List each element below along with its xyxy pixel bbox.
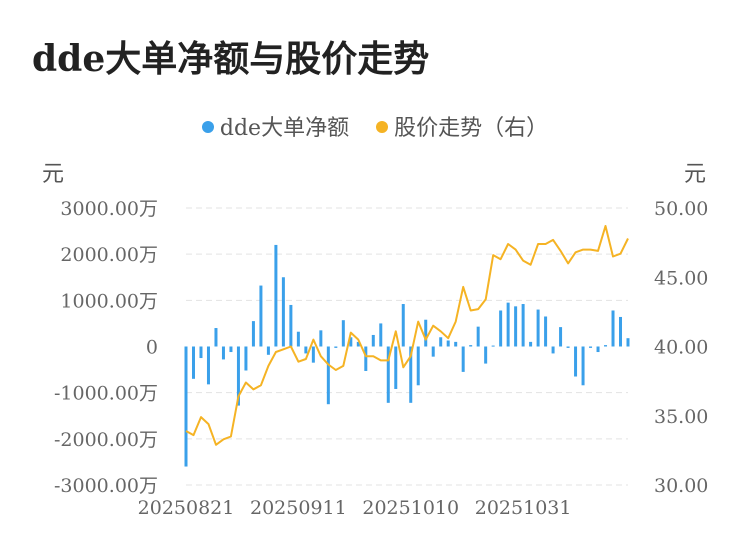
left-tick-label: 3000.00万 [60,198,158,220]
dde-bar[interactable] [611,310,615,347]
dde-bar[interactable] [251,321,255,347]
right-tick-label: 45.00 [654,267,708,289]
dde-bar[interactable] [364,346,368,371]
dde-bar[interactable] [589,346,593,348]
dde-bar[interactable] [566,346,570,348]
grid-lines [186,207,628,486]
bar-series [184,244,630,467]
dde-bar[interactable] [386,346,390,403]
dde-bar[interactable] [454,341,458,347]
dde-bar[interactable] [544,316,548,347]
legend-label-dde: dde大单净额 [219,116,350,141]
dde-bar[interactable] [244,346,248,371]
dde-bar[interactable] [461,346,465,372]
x-tick-label: 20251031 [475,497,572,519]
left-tick-label: 0 [146,337,158,359]
dde-bar[interactable] [184,346,188,467]
x-tick-label: 20250911 [250,497,347,519]
dde-bar[interactable] [214,328,218,347]
dde-bar[interactable] [619,316,623,347]
dde-bar[interactable] [499,310,503,347]
legend-item-dde[interactable]: dde大单净额 [201,110,350,142]
dde-bar[interactable] [506,302,510,347]
dde-bar[interactable] [469,345,473,347]
left-tick-label: -1000.00万 [54,383,158,405]
dde-bar[interactable] [416,346,420,386]
dde-bar[interactable] [409,346,413,403]
line-series [185,225,629,446]
dde-bar[interactable] [596,346,600,353]
dde-bar[interactable] [446,340,450,347]
left-tick-label: -3000.00万 [54,475,158,497]
dde-bar[interactable] [551,346,555,354]
left-tick-label: 2000.00万 [60,244,158,266]
dde-bar[interactable] [476,326,480,347]
dde-bar[interactable] [326,346,330,405]
dde-bar[interactable] [259,285,263,347]
left-axis-unit: 元 [42,162,65,187]
dde-bar[interactable] [401,304,405,347]
dde-bar[interactable] [394,346,398,389]
right-axis-unit: 元 [684,162,707,187]
dde-bar[interactable] [581,346,585,386]
legend-label-price: 股价走势（右） [394,116,549,141]
dde-bar[interactable] [334,346,338,348]
axis-labels: 3000.00万 2000.00万 1000.00万 0 -1000.00万 -2000.… [54,198,708,519]
x-tick-label: 20250821 [138,497,235,519]
dde-bar[interactable] [319,330,323,347]
dde-bar[interactable] [529,341,533,347]
right-tick-label: 50.00 [654,198,708,220]
left-tick-label: -2000.00万 [54,429,158,451]
dde-bar[interactable] [379,323,383,347]
dde-bar[interactable] [356,341,360,347]
right-tick-label: 30.00 [654,475,708,497]
legend-dot-dde [201,121,214,133]
right-tick-label: 40.00 [654,337,708,359]
dde-bar[interactable] [229,346,233,353]
dde-bar[interactable] [289,304,293,347]
dde-bar[interactable] [274,244,278,347]
dde-bar[interactable] [191,346,195,379]
dde-bar[interactable] [439,337,443,347]
dde-bar[interactable] [484,346,488,364]
price-line[interactable] [185,225,629,446]
dde-bar[interactable] [199,346,203,359]
dde-bar[interactable] [311,346,315,363]
dde-bar[interactable] [266,346,270,355]
dde-bar[interactable] [349,337,353,347]
dde-bar[interactable] [574,346,578,377]
dde-bar[interactable] [431,346,435,357]
dde-bar[interactable] [304,346,308,354]
legend-dot-price [376,121,389,133]
dde-bar[interactable] [514,306,518,347]
dde-bar[interactable] [206,346,210,385]
dde-bar[interactable] [424,319,428,347]
dde-bar[interactable] [296,331,300,347]
dde-bar[interactable] [371,334,375,347]
dde-bar[interactable] [559,327,563,347]
legend: dde大单净额 股价走势（右） [0,110,750,142]
left-tick-label: 1000.00万 [60,290,158,312]
dde-bar[interactable] [236,346,240,406]
dde-bar[interactable] [536,309,540,347]
legend-item-price[interactable]: 股价走势（右） [376,110,548,142]
dde-bar[interactable] [281,277,285,347]
right-tick-label: 35.00 [654,406,708,428]
dde-bar[interactable] [521,304,525,347]
x-tick-label: 20251010 [362,497,459,519]
chart-title: dde大单净额与股价走势 [32,38,430,80]
dde-bar[interactable] [221,346,225,360]
dde-bar[interactable] [341,320,345,347]
dde-bar[interactable] [491,345,495,347]
dde-bar[interactable] [626,338,630,347]
dde-bar[interactable] [604,345,608,347]
